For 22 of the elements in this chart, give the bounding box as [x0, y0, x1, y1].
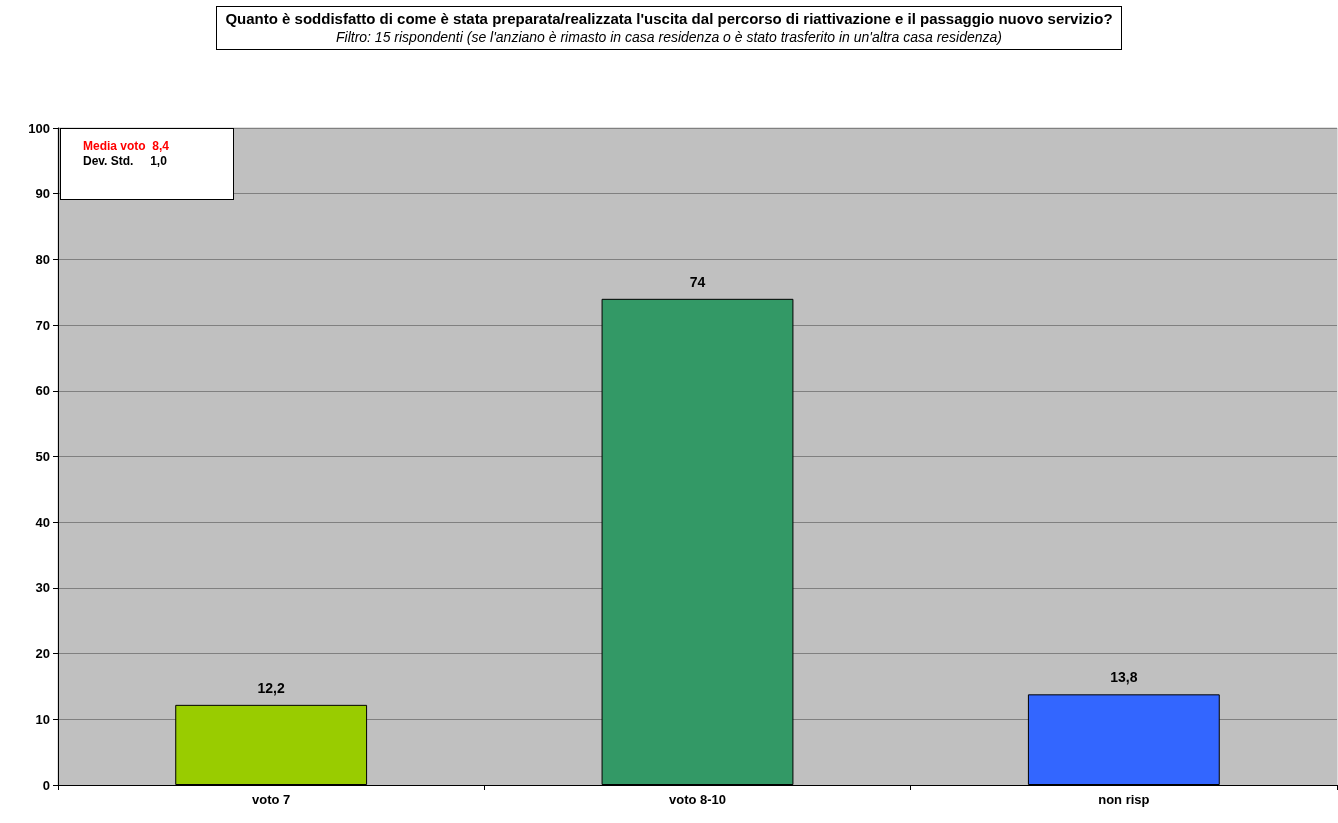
y-tick-label: 60	[35, 383, 50, 399]
x-tick-label: non risp	[1098, 792, 1150, 807]
data-label: 74	[689, 273, 706, 290]
y-tick-label: 20	[35, 646, 50, 662]
y-tick-label: 80	[35, 251, 50, 267]
chart-subtitle: Filtro: 15 rispondenti (se l'anziano è rimasto in casa residenza o è stato trasferito in un'altra casa residenza)	[335, 28, 1003, 46]
y-tick-label: 70	[35, 317, 50, 333]
y-tick-label: 10	[35, 711, 50, 727]
x-tick-label: voto 8-10	[668, 792, 727, 807]
chart-title: Quanto è soddisfatto di come è stata preparata/realizzata l'uscita dal percorso di riattivazione e il passaggio nuovo servizio?	[225, 10, 1113, 28]
y-tick-label: 100	[28, 120, 50, 136]
x-tick-label: voto 7	[252, 792, 291, 807]
y-tick-label: 40	[35, 514, 50, 530]
note-box: Media voto 8,4 Dev. Std. 1,0	[60, 128, 234, 200]
y-tick-label: 0	[42, 777, 50, 793]
annotation: Dev. Std. 1,0	[83, 154, 168, 169]
annotation: Media voto 8,4	[83, 139, 171, 154]
data-label: 12,2	[257, 679, 285, 696]
y-tick-label: 50	[35, 449, 50, 464]
y-tick-label: 30	[35, 580, 50, 596]
y-tick-label: 90	[35, 186, 50, 202]
data-label: 13,8	[1110, 669, 1138, 686]
